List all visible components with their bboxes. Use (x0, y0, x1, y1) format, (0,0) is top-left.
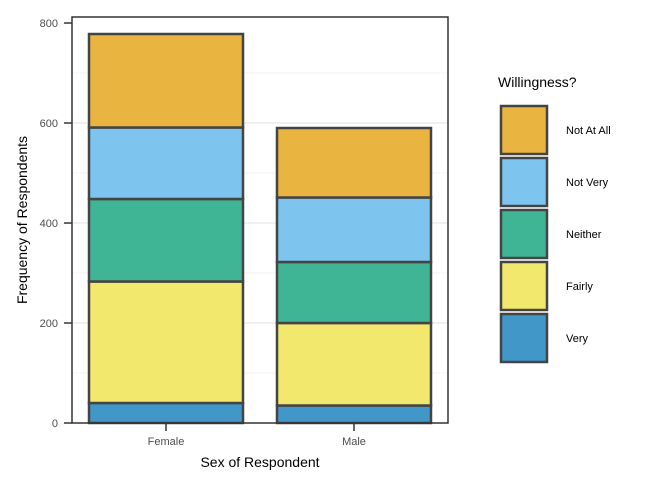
legend-swatch (499, 260, 549, 312)
x-tick-label: Male (342, 436, 366, 448)
bar-segment-female-not-at-all (87, 32, 245, 129)
y-axis: 0 200 400 600 800 (40, 18, 72, 430)
legend-label: Not Very (566, 177, 609, 189)
y-axis-title: Frequency of Respondents (14, 136, 30, 304)
bar-segment-male-not-at-all (275, 126, 433, 199)
bars (87, 32, 433, 425)
legend-swatch (499, 104, 549, 156)
bar-segment-female-not-very (87, 126, 245, 201)
x-axis-title: Sex of Respondent (200, 454, 319, 470)
y-tick-label: 200 (40, 318, 58, 330)
legend-swatch (499, 312, 549, 364)
legend-swatch (499, 156, 549, 208)
bar-segment-male-very (275, 404, 433, 425)
legend-label: Very (566, 333, 589, 345)
legend-label: Fairly (566, 281, 593, 293)
y-tick-label: 600 (40, 118, 58, 130)
bar-segment-female-neither (87, 197, 245, 283)
legend-label: Neither (566, 229, 602, 241)
legend: Willingness? Not At All Not Very Neither Fa… (498, 74, 611, 364)
x-tick-label: Female (148, 436, 185, 448)
plot-panel-border (71, 16, 449, 424)
legend-swatch (499, 208, 549, 260)
bar-segment-male-fairly (275, 321, 433, 407)
legend-label: Not At All (566, 125, 611, 137)
bar-segment-female-fairly (87, 280, 245, 405)
y-tick-label: 800 (40, 18, 58, 30)
y-tick-label: 0 (52, 418, 58, 430)
y-tick-label: 400 (40, 218, 58, 230)
legend-title: Willingness? (498, 74, 577, 90)
bar-segment-female-very (87, 401, 245, 425)
bar-segment-male-neither (275, 260, 433, 325)
bar-segment-male-not-very (275, 196, 433, 264)
x-axis: Female Male (148, 423, 366, 448)
